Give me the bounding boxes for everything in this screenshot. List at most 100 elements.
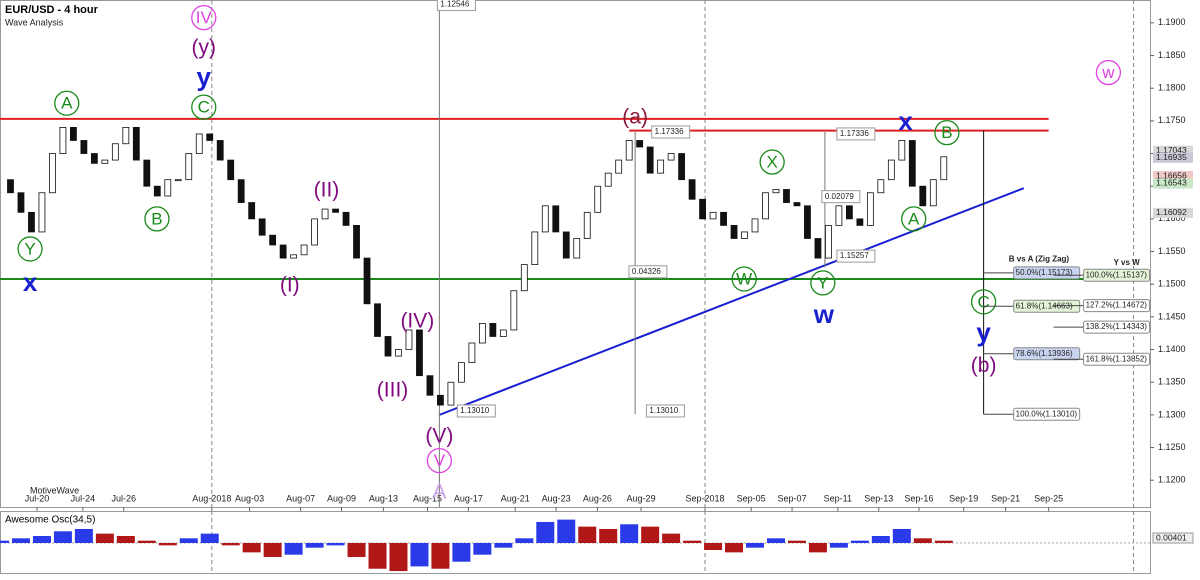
fib-box	[1013, 407, 1081, 421]
candle	[499, 329, 507, 337]
candle	[49, 153, 56, 194]
osc-bar	[74, 528, 93, 543]
x-tick-label: Aug-26	[583, 493, 612, 503]
x-tick-label: Aug-07	[286, 493, 315, 503]
osc-bar	[242, 543, 261, 553]
candle	[426, 375, 434, 396]
wave-circle	[901, 206, 927, 232]
candle	[237, 179, 245, 203]
candle	[636, 140, 644, 148]
fib-box	[1083, 268, 1151, 282]
candle	[594, 185, 602, 213]
osc-bar	[389, 543, 408, 572]
osc-bar	[913, 538, 932, 543]
candle	[751, 218, 759, 233]
candle	[866, 192, 874, 226]
wave-circle	[144, 206, 170, 232]
candle	[279, 244, 287, 259]
candle	[541, 205, 549, 233]
candle	[174, 179, 182, 182]
osc-bar	[662, 533, 681, 543]
candle	[405, 329, 413, 350]
candle	[321, 208, 329, 220]
osc-bar	[200, 533, 219, 543]
candle	[374, 303, 381, 337]
candle	[258, 218, 266, 236]
candle	[342, 211, 350, 226]
candle	[38, 192, 46, 233]
osc-bar	[221, 543, 240, 546]
fib-label: 127.2%(1.14672)	[1086, 301, 1148, 310]
candle	[489, 323, 497, 337]
candle	[709, 211, 717, 220]
candle	[111, 143, 119, 161]
x-tick-label: Aug-09	[327, 493, 356, 503]
candle	[311, 218, 318, 246]
osc-bar	[11, 538, 30, 543]
x-tick-label: Aug-29	[627, 493, 656, 503]
wave-circle	[1095, 59, 1122, 86]
wave-circle	[426, 447, 453, 474]
measure-label: 1.15257	[840, 251, 869, 260]
measure-box	[645, 404, 685, 418]
fib-box	[1083, 320, 1151, 334]
wave-label: V	[434, 451, 446, 470]
x-tick-label: Aug-13	[369, 493, 398, 503]
wave-label: w	[813, 299, 835, 329]
candle	[908, 140, 916, 187]
osc-bar	[32, 535, 51, 543]
osc-bar	[787, 540, 806, 543]
wave-circle	[970, 289, 997, 315]
candle	[531, 231, 539, 266]
wave-label: w	[1101, 63, 1115, 82]
candle	[510, 290, 518, 331]
candle	[825, 225, 832, 259]
x-tick-label: Aug-23	[542, 493, 571, 503]
candle	[741, 231, 748, 239]
osc-bar	[808, 543, 827, 553]
measure-box	[628, 265, 668, 279]
candle	[835, 205, 843, 226]
fib-box	[1013, 299, 1081, 313]
candle	[793, 202, 801, 207]
candle	[248, 202, 256, 220]
wave-label: x	[23, 267, 38, 297]
wave-circle	[731, 266, 757, 292]
y-tick-label: 1.1750	[1158, 115, 1186, 125]
wave-label: (b)	[971, 354, 997, 377]
price-tag-label: 1.16543	[1156, 178, 1187, 188]
measure-label: 0.04326	[632, 267, 661, 276]
wave-circle	[17, 236, 43, 262]
price-tag-label: 1.16656	[1156, 170, 1187, 180]
wave-circle	[810, 270, 836, 296]
x-tick-label: Sep-19	[949, 493, 978, 503]
wave-label: (a)	[622, 105, 648, 128]
measure-label: 1.12546	[440, 0, 469, 9]
candle	[7, 179, 14, 194]
candle	[762, 192, 769, 220]
osc-bar	[179, 538, 198, 543]
candle	[300, 244, 308, 256]
osc-bar	[410, 543, 429, 567]
osc-bar	[704, 543, 723, 551]
y-tick-label: 1.1400	[1158, 344, 1186, 354]
measure-label: 0.02079	[825, 192, 854, 201]
x-tick-label: Jul-24	[71, 493, 96, 503]
osc-bar	[305, 543, 324, 548]
wave-label: Y	[817, 273, 828, 292]
fib-header: Y vs W	[1114, 258, 1141, 267]
osc-bar	[599, 528, 618, 543]
candle	[90, 153, 98, 164]
fib-label: 61.8%(1.14663)	[1016, 301, 1073, 310]
candle	[122, 127, 130, 145]
price-tag	[1153, 152, 1193, 163]
candle	[216, 140, 224, 161]
candle	[678, 153, 686, 181]
x-tick-label: Aug-15	[413, 493, 442, 503]
candle	[720, 211, 727, 226]
measure-label: 1.17336	[840, 129, 869, 138]
price-tag-label: 1.17043	[1156, 145, 1187, 155]
fib-label: 78.6%(1.13936)	[1016, 349, 1073, 358]
candle	[447, 381, 455, 406]
